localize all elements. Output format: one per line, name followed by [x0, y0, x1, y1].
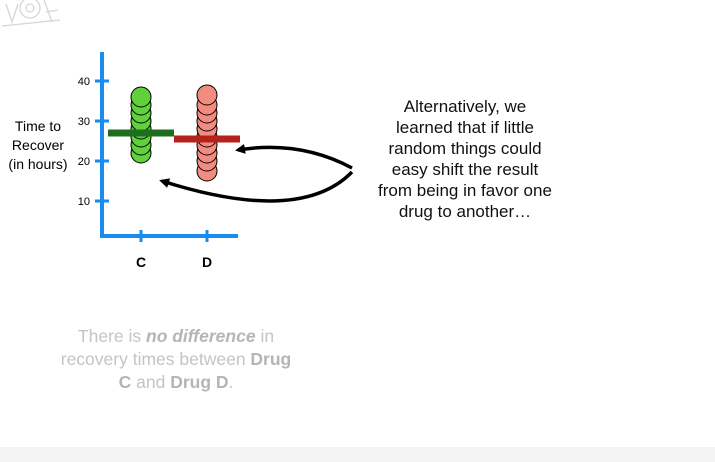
data-point-d — [196, 84, 218, 106]
chart-points — [130, 84, 218, 182]
caption-text: There is — [77, 326, 146, 346]
callout-line: random things could — [388, 139, 542, 158]
logo-icon — [1, 0, 61, 27]
caption-drug-d: Drug D — [170, 372, 229, 392]
y-axis-label: Time to Recover (in hours) — [2, 117, 74, 174]
callout-text: Alternatively, we learned that if little… — [340, 96, 590, 222]
chart-axes: 10 20 30 40 C D — [78, 52, 238, 270]
x-tick-label: C — [136, 254, 146, 270]
y-axis-label-line: (in hours) — [8, 156, 68, 172]
y-tick-label: 10 — [78, 196, 90, 208]
callout-arrows — [159, 143, 354, 203]
bottom-strip — [0, 447, 715, 462]
arrow-to-drug-d — [235, 143, 353, 170]
caption-text: . — [228, 372, 234, 392]
data-point-c — [130, 86, 152, 108]
arrow-to-drug-c — [159, 170, 354, 203]
caption-emphasis: no difference — [146, 326, 256, 346]
null-hypothesis-caption: There is no difference in recovery times… — [56, 325, 296, 394]
y-axis-label-line: Recover — [11, 137, 65, 153]
y-tick-label: 20 — [78, 156, 90, 168]
caption-drug-c: Drug C — [118, 349, 292, 392]
callout-line: easy shift the result — [391, 160, 539, 179]
x-tick-label: D — [202, 254, 212, 270]
caption-text: and — [131, 372, 171, 392]
callout-line: learned that if little — [396, 118, 534, 137]
callout-line: from being in favor one — [378, 181, 552, 200]
caption-text: in recovery times between — [60, 326, 275, 369]
chart-means — [108, 129, 240, 143]
callout-line: Alternatively, we — [403, 97, 527, 116]
callout-line: drug to another… — [398, 202, 532, 221]
y-axis-label-line: Time to — [14, 118, 62, 134]
y-tick-label: 30 — [78, 116, 90, 128]
y-tick-label: 40 — [78, 76, 90, 88]
